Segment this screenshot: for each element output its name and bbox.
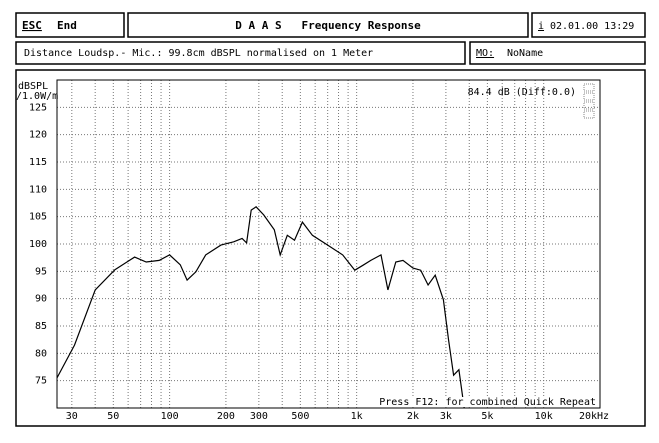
title-box xyxy=(127,12,529,38)
annotation: 84.4 dB (Diff:0.0) xyxy=(468,87,576,98)
annotation: Press F12: for combined Quick Repeat xyxy=(379,397,596,408)
esc-key[interactable]: ESC xyxy=(22,19,42,32)
annotation-bg xyxy=(386,397,598,407)
plot-area xyxy=(56,79,601,409)
x-tick-label: 100 xyxy=(161,411,179,422)
y-tick-label: 105 xyxy=(29,212,47,223)
y-tick-label: 115 xyxy=(29,157,47,168)
info-icon[interactable]: i xyxy=(538,21,544,32)
legend-slot xyxy=(583,83,595,92)
plot: 75 80 85 90 95 100 105 110 115 120 125 30 50 100 200 30… xyxy=(29,79,609,422)
esc-box[interactable] xyxy=(15,12,125,38)
chart-frame xyxy=(15,69,646,427)
x-tick-label: 30 xyxy=(66,411,78,422)
mo-label: MO: xyxy=(476,48,494,59)
y-tick-label: 95 xyxy=(35,266,47,277)
x-tick-label: 2k xyxy=(407,411,419,422)
datetime: 02.01.00 13:29 xyxy=(550,21,634,32)
x-tick-label: 500 xyxy=(291,411,309,422)
x-tick-label: 50 xyxy=(107,411,119,422)
x-tick-label: 3k xyxy=(440,411,452,422)
y-tick-label: 120 xyxy=(29,130,47,141)
x-tick-label: 200 xyxy=(217,411,235,422)
x-tick-label: 1k xyxy=(351,411,363,422)
y-tick-label: 100 xyxy=(29,239,47,250)
legend-slot xyxy=(583,110,595,119)
legend-slot xyxy=(583,92,595,101)
x-tick-label: 300 xyxy=(250,411,268,422)
y-axis-label: dBSPL xyxy=(18,81,48,92)
mo-box xyxy=(469,41,646,65)
legend-slot xyxy=(583,101,595,110)
y-tick-label: 75 xyxy=(35,376,47,387)
y-tick-label: 90 xyxy=(35,294,47,305)
measurement-box xyxy=(15,41,466,65)
measurement-info: Distance Loudsp.- Mic.: 99.8cm dBSPL nor… xyxy=(24,48,373,59)
x-tick-label: 5k xyxy=(481,411,493,422)
window-title: D A A S Frequency Response xyxy=(235,19,421,32)
mo-name: NoName xyxy=(507,48,543,59)
y-tick-label: 85 xyxy=(35,321,47,332)
y-axis-label: /1.0W/m xyxy=(16,91,58,102)
info-box[interactable] xyxy=(531,12,646,38)
y-tick-label: 125 xyxy=(29,102,47,113)
y-tick-label: 80 xyxy=(35,348,47,359)
x-tick-label: 10k xyxy=(535,411,553,422)
esc-label[interactable]: End xyxy=(57,19,77,32)
x-tick-label: 20kHz xyxy=(579,411,609,422)
y-tick-label: 110 xyxy=(29,184,47,195)
response-curve xyxy=(56,206,465,409)
